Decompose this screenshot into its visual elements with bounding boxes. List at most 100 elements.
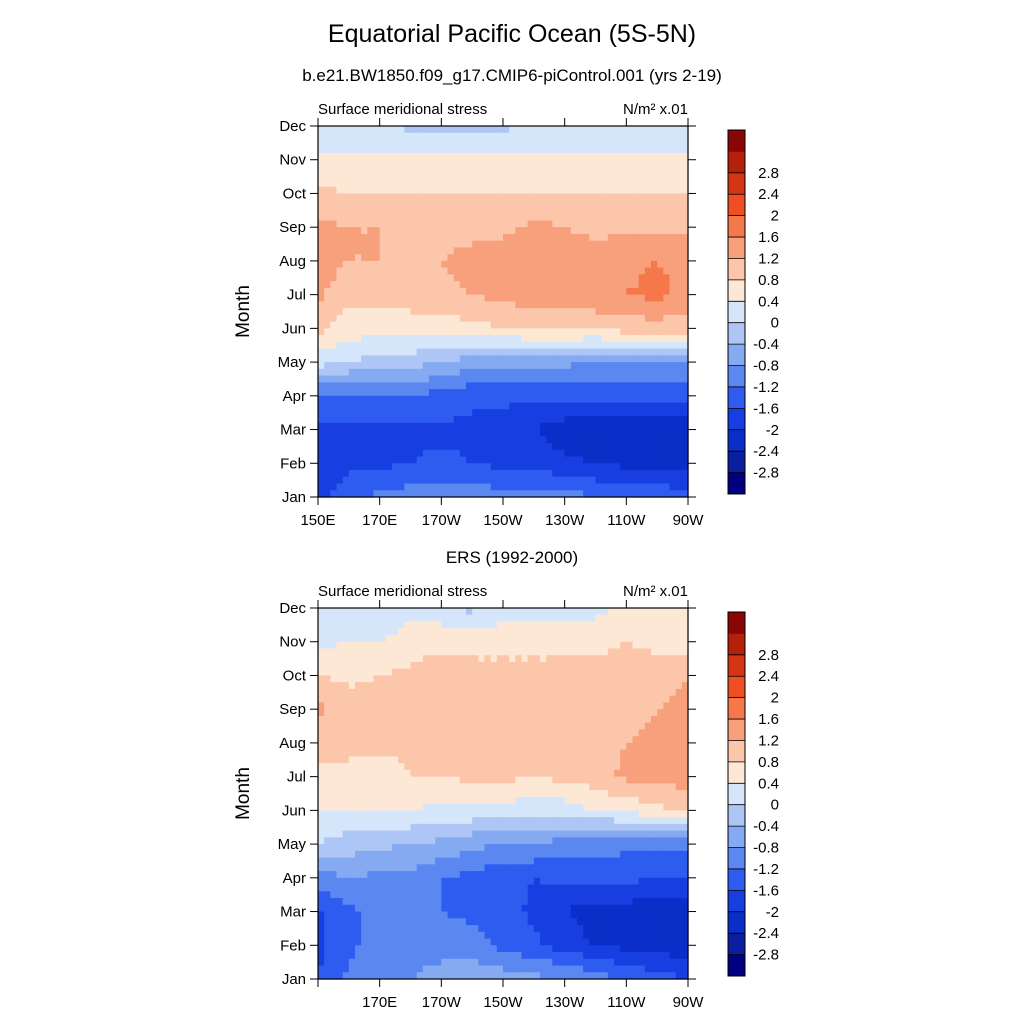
contour-cell <box>589 436 597 444</box>
contour-cell <box>416 287 424 296</box>
contour-cell <box>503 274 510 282</box>
contour-cell <box>348 702 356 710</box>
contour-cell <box>546 132 553 141</box>
contour-cell <box>558 634 566 643</box>
contour-cell <box>626 490 634 498</box>
contour-cell <box>564 301 572 309</box>
contour-cell <box>324 614 331 623</box>
contour-cell <box>570 389 578 397</box>
contour-cell <box>484 729 492 737</box>
contour-cell <box>429 655 436 663</box>
contour-cell <box>361 776 368 784</box>
contour-cell <box>398 634 405 643</box>
contour-cell <box>484 294 492 302</box>
contour-cell <box>416 233 424 242</box>
contour-cell <box>601 675 609 683</box>
contour-cell <box>607 682 615 690</box>
contour-cell <box>632 688 640 697</box>
contour-cell <box>466 206 473 215</box>
contour-cell <box>404 173 412 181</box>
contour-cell <box>355 769 362 778</box>
contour-cell <box>675 621 683 629</box>
colorbar-label: 0.4 <box>758 293 779 310</box>
contour-cell <box>663 233 671 242</box>
contour-cell <box>379 355 387 363</box>
contour-cell <box>657 476 664 485</box>
contour-cell <box>361 675 368 683</box>
contour-cell <box>527 254 535 262</box>
contour-cell <box>459 742 467 751</box>
contour-cell <box>416 335 424 343</box>
contour-cell <box>392 341 399 350</box>
contour-cell <box>398 628 405 636</box>
contour-cell <box>651 159 658 168</box>
contour-cell <box>324 702 331 710</box>
contour-cell <box>355 483 362 491</box>
contour-cell <box>681 608 689 616</box>
contour-cell <box>533 742 541 751</box>
contour-cell <box>663 240 671 249</box>
contour-cell <box>472 314 479 323</box>
contour-cell <box>404 634 412 643</box>
contour-cell <box>577 621 584 629</box>
contour-cell <box>675 476 683 485</box>
contour-cell <box>410 321 418 329</box>
contour-cell <box>342 648 350 656</box>
contour-cell <box>336 206 344 215</box>
contour-cell <box>447 301 455 309</box>
contour-cell <box>466 328 473 336</box>
contour-cell <box>429 301 436 309</box>
contour-cell <box>675 287 683 296</box>
contour-cell <box>515 749 523 757</box>
contour-cell <box>521 301 529 309</box>
contour-cell <box>503 267 510 275</box>
contour-cell <box>620 443 627 451</box>
contour-cell <box>503 348 510 356</box>
contour-cell <box>392 416 399 424</box>
contour-cell <box>330 695 338 704</box>
contour-cell <box>348 200 356 208</box>
contour-cell <box>392 200 399 208</box>
contour-cell <box>459 715 467 724</box>
contour-cell <box>533 126 541 134</box>
contour-cell <box>589 608 597 616</box>
contour-cell <box>379 641 387 650</box>
contour-cell <box>318 186 325 195</box>
contour-cell <box>459 449 467 458</box>
contour-cell <box>441 456 449 464</box>
contour-cell <box>429 776 436 784</box>
contour-cell <box>453 709 461 717</box>
contour-cell <box>478 655 486 663</box>
contour-cell <box>355 200 362 208</box>
contour-cell <box>422 702 430 710</box>
contour-cell <box>324 776 331 784</box>
contour-cell <box>324 348 331 356</box>
contour-cell <box>466 247 473 255</box>
contour-cell <box>472 173 479 181</box>
contour-cell <box>589 348 597 356</box>
contour-cell <box>515 382 523 390</box>
contour-cell <box>355 776 362 784</box>
contour-cell <box>669 614 677 623</box>
contour-cell <box>638 200 646 208</box>
contour-cell <box>429 449 436 458</box>
contour-cell <box>355 661 362 670</box>
contour-cell <box>614 375 621 383</box>
contour-cell <box>336 429 344 437</box>
contour-cell <box>484 422 492 431</box>
contour-cell <box>453 628 461 636</box>
contour-cell <box>638 483 646 491</box>
contour-cell <box>392 641 399 650</box>
contour-cell <box>447 341 455 350</box>
contour-cell <box>503 416 510 424</box>
contour-cell <box>318 368 325 377</box>
contour-cell <box>367 328 375 336</box>
contour-cell <box>379 328 387 336</box>
contour-cell <box>435 769 442 778</box>
contour-cell <box>614 648 621 656</box>
contour-cell <box>429 722 436 731</box>
contour-cell <box>558 368 566 377</box>
contour-cell <box>638 634 646 643</box>
contour-cell <box>626 769 634 778</box>
contour-cell <box>540 756 547 764</box>
